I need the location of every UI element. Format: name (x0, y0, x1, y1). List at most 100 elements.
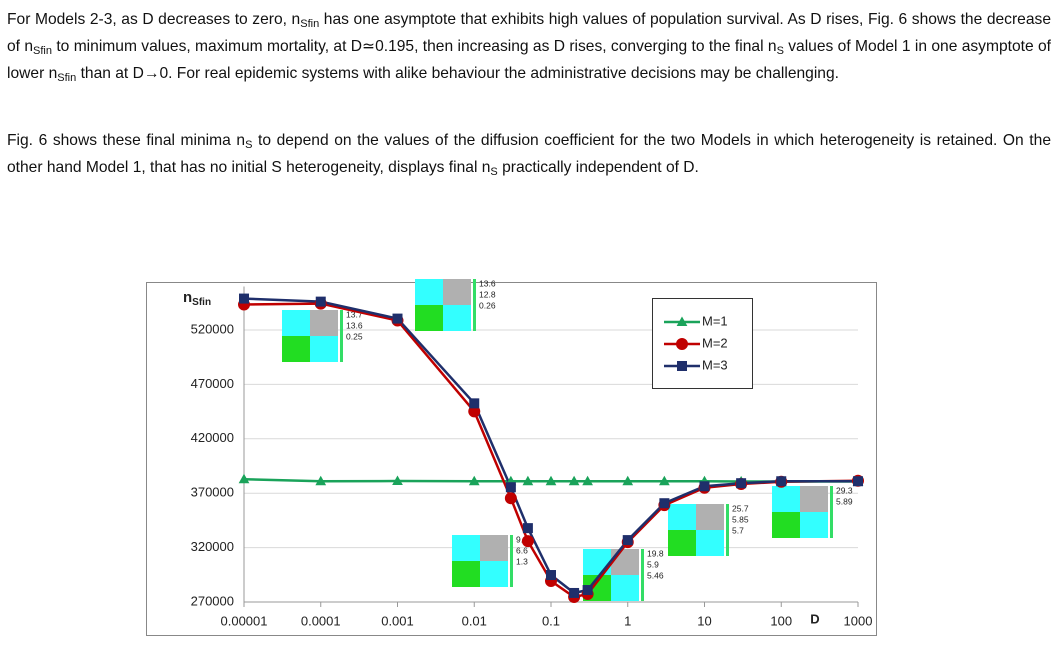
point (545, 475, 557, 486)
inset-cell (480, 535, 508, 561)
inset-cell (480, 561, 508, 587)
y-tick-label: 270000 (191, 593, 234, 608)
legend-label: M=3 (702, 357, 728, 372)
point (622, 475, 634, 486)
heatmap-inset: 29.35.89 (772, 485, 853, 538)
point (504, 492, 517, 505)
inset-cell (282, 310, 310, 336)
inset-label: 5.46 (647, 570, 664, 580)
legend-label: M=1 (702, 313, 728, 328)
inset-colorbar (340, 310, 343, 362)
text-run: has one asymptote that exhibits high val… (7, 11, 1051, 55)
point (853, 476, 863, 487)
text-run: For Models 2-3, as D decreases to zero, … (7, 11, 301, 28)
subscript: S (245, 139, 253, 151)
x-tick-label: 10 (697, 613, 711, 628)
inset-label: 29.3 (836, 485, 853, 495)
text-run: than at D→0. For real epidemic systems w… (76, 65, 839, 82)
inset-cell (611, 549, 639, 575)
inset-colorbar (641, 549, 644, 601)
inset-label: 5.85 (732, 514, 749, 524)
text-run: practically independent of D. (497, 159, 699, 176)
x-tick-label: 0.001 (381, 613, 414, 628)
inset-cell (772, 512, 800, 538)
subscript: S (776, 45, 784, 57)
inset-cell (772, 486, 800, 512)
inset-cell (452, 561, 480, 587)
heatmap-inset: 25.75.855.7 (668, 503, 749, 556)
inset-label: 9.8 (516, 534, 528, 544)
inset-label: 5.7 (732, 525, 744, 535)
subscript: Sfin (300, 18, 320, 30)
point (569, 587, 580, 598)
point (659, 475, 670, 486)
text-run: values of Model 1 in one asymptote of lo… (7, 38, 1051, 82)
inset-colorbar (830, 486, 833, 538)
inset-cell (282, 336, 310, 362)
paragraph: Fig. 6 shows these final minima nS to de… (7, 127, 1051, 181)
inset-label: 25.7 (732, 503, 749, 513)
y-tick-label: 420000 (191, 430, 234, 445)
point (522, 523, 533, 534)
legend-box (652, 298, 753, 389)
point (582, 585, 593, 596)
point (736, 478, 747, 489)
legend-label: M=2 (702, 335, 728, 350)
heatmap-inset: 13.713.60.25 (282, 309, 363, 362)
inset-colorbar (473, 279, 476, 331)
text-run: Fig. 6 shows these final minima n (7, 132, 246, 149)
point (392, 313, 403, 324)
inset-cell (310, 336, 338, 362)
point (568, 475, 580, 486)
inset-label: 6.6 (516, 545, 528, 555)
y-axis-label: nSfin (183, 289, 211, 308)
subscript: Sfin (57, 72, 77, 84)
inset-label: 5.89 (836, 496, 853, 506)
x-tick-label: 0.01 (462, 613, 487, 628)
point (521, 535, 534, 548)
inset-label: 12.8 (479, 289, 496, 299)
inset-cell (668, 504, 696, 530)
inset-colorbar (510, 535, 513, 587)
inset-cell (611, 575, 639, 601)
inset-cell (415, 305, 443, 331)
x-tick-label: 1000 (844, 613, 873, 628)
x-tick-label: 100 (770, 613, 792, 628)
inset-cell (696, 504, 724, 530)
subscript: Sfin (33, 45, 52, 57)
inset-cell (800, 512, 828, 538)
inset-cell (800, 486, 828, 512)
y-tick-label: 470000 (191, 376, 234, 391)
inset-label: 13.7 (346, 309, 363, 319)
point (622, 535, 633, 546)
y-axis-label-main: n (183, 289, 192, 306)
paragraph: For Models 2-3, as D decreases to zero, … (7, 6, 1051, 87)
inset-label: 5.9 (647, 559, 659, 569)
point (582, 475, 593, 486)
inset-cell (443, 279, 471, 305)
legend-marker (676, 338, 688, 350)
chart-frame (146, 282, 877, 636)
inset-label: 1.3 (516, 556, 528, 566)
x-tick-label: 0.1 (542, 613, 560, 628)
point (468, 475, 480, 486)
y-tick-label: 370000 (191, 485, 234, 500)
heatmap-inset: 9.86.61.3 (452, 534, 528, 587)
inset-label: 13.6 (346, 320, 363, 330)
inset-colorbar (726, 504, 729, 556)
point (776, 476, 787, 487)
y-tick-label: 520000 (191, 321, 234, 336)
point (522, 475, 534, 486)
inset-label: 0.26 (479, 300, 496, 310)
inset-cell (452, 535, 480, 561)
text-run: to minimum values, maximum mortality, at… (52, 38, 777, 55)
inset-cell (415, 279, 443, 305)
inset-cell (696, 530, 724, 556)
inset-label: 13.6 (479, 278, 496, 288)
point (239, 293, 249, 304)
x-tick-label: 0.0001 (301, 613, 341, 628)
inset-label: 0.25 (346, 331, 363, 341)
point (469, 398, 480, 409)
x-tick-label: 0.00001 (221, 613, 268, 628)
